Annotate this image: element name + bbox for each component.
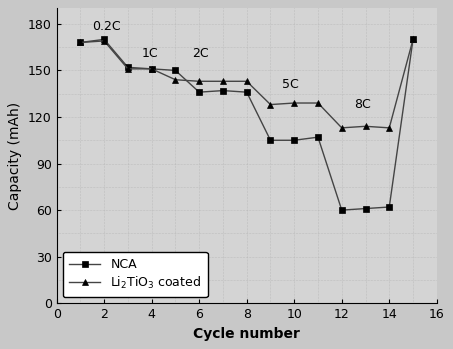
NCA (197, 90, 202, 94)
Li$_2$TiO$_3$ coated (77, 40, 83, 45)
Li$_2$TiO$_3$ coated (410, 37, 416, 42)
Li$_2$TiO$_3$ coated (244, 79, 250, 83)
Text: 2C: 2C (192, 46, 209, 60)
Text: 1C: 1C (142, 46, 159, 60)
NCA (101, 37, 107, 42)
Li$_2$TiO$_3$ coated (268, 103, 273, 107)
NCA (77, 40, 83, 45)
Li$_2$TiO$_3$ coated (386, 126, 392, 130)
NCA (220, 89, 226, 93)
NCA (410, 37, 416, 42)
Text: 8C: 8C (354, 98, 371, 111)
Li$_2$TiO$_3$ coated (315, 101, 321, 105)
Legend: NCA, Li$_2$TiO$_3$ coated: NCA, Li$_2$TiO$_3$ coated (63, 252, 208, 297)
NCA (386, 205, 392, 209)
NCA (315, 135, 321, 139)
Li$_2$TiO$_3$ coated (197, 79, 202, 83)
NCA (244, 90, 250, 94)
NCA (125, 65, 130, 69)
Li$_2$TiO$_3$ coated (363, 124, 368, 128)
Li$_2$TiO$_3$ coated (101, 39, 107, 43)
Line: Li$_2$TiO$_3$ coated: Li$_2$TiO$_3$ coated (77, 36, 416, 131)
Li$_2$TiO$_3$ coated (220, 79, 226, 83)
Li$_2$TiO$_3$ coated (339, 126, 344, 130)
Li$_2$TiO$_3$ coated (173, 77, 178, 82)
NCA (149, 67, 154, 71)
Text: 5C: 5C (282, 77, 299, 91)
Li$_2$TiO$_3$ coated (125, 67, 130, 71)
Text: 0.2C: 0.2C (92, 20, 121, 33)
Line: NCA: NCA (77, 36, 416, 214)
Li$_2$TiO$_3$ coated (292, 101, 297, 105)
Li$_2$TiO$_3$ coated (149, 67, 154, 71)
NCA (292, 138, 297, 142)
NCA (339, 208, 344, 212)
X-axis label: Cycle number: Cycle number (193, 327, 300, 341)
NCA (173, 68, 178, 73)
NCA (268, 138, 273, 142)
Y-axis label: Capacity (mAh): Capacity (mAh) (8, 102, 22, 210)
NCA (363, 207, 368, 211)
